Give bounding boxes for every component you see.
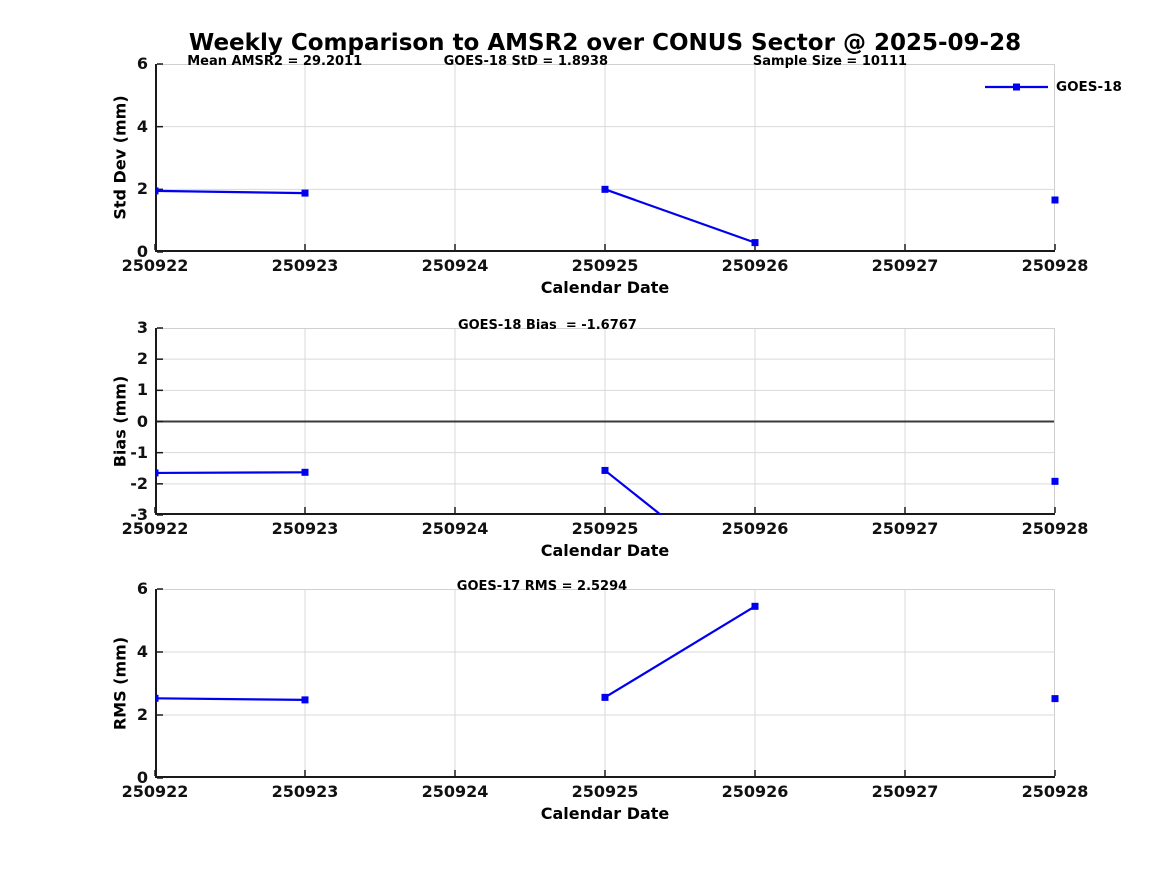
- x-axis-label: Calendar Date: [540, 278, 670, 297]
- annotation: Mean AMSR2 = 29.2011: [187, 54, 363, 69]
- data-line: [155, 697, 306, 701]
- y-tick-label: 3: [136, 318, 148, 337]
- data-point-marker: [301, 468, 309, 476]
- data-point-marker: [601, 185, 609, 193]
- plot-canvas-rms: [154, 588, 1059, 779]
- chart-title: Weekly Comparison to AMSR2 over CONUS Se…: [188, 30, 1022, 56]
- x-tick-label: 250928: [1021, 782, 1089, 801]
- data-point-marker: [155, 694, 159, 702]
- x-tick-label: 250928: [1021, 519, 1089, 538]
- data-point-marker: [751, 602, 759, 610]
- y-axis-label: RMS (mm): [110, 636, 130, 730]
- x-tick-label: 250923: [271, 519, 339, 538]
- data-line: [155, 471, 306, 475]
- legend: GOES-18: [985, 79, 1122, 95]
- plot-area: [154, 588, 1059, 779]
- y-tick-label: -2: [130, 473, 148, 493]
- data-line: [604, 188, 756, 244]
- annotation: Sample Size = 10111: [752, 54, 908, 69]
- x-tick-label: 250925: [571, 782, 639, 801]
- data-point-marker: [1051, 477, 1059, 485]
- data-point-marker: [601, 693, 609, 701]
- y-tick-label: 2: [136, 705, 148, 724]
- annotation: GOES-18 Bias = -1.6767: [457, 318, 637, 333]
- x-tick-label: 250923: [271, 782, 339, 801]
- x-tick-label: 250922: [121, 782, 189, 801]
- data-line: [604, 605, 756, 699]
- x-tick-label: 250926: [721, 256, 789, 275]
- y-tick-label: 4: [136, 642, 148, 661]
- data-point-marker: [155, 187, 159, 195]
- x-tick-label: 250927: [871, 519, 939, 538]
- data-point-marker: [301, 189, 309, 197]
- y-tick-label: 0: [136, 242, 148, 261]
- y-tick-label: 4: [136, 116, 148, 136]
- y-tick-label: 6: [136, 579, 148, 598]
- x-tick-label: 250922: [121, 519, 189, 538]
- x-tick-label: 250926: [721, 519, 789, 538]
- data-line: [155, 189, 306, 195]
- x-tick-label: 250924: [421, 256, 489, 275]
- y-tick-label: -3: [130, 505, 148, 524]
- x-axis-label: Calendar Date: [540, 804, 670, 823]
- data-point-marker: [752, 586, 759, 593]
- y-tick-label: 6: [136, 54, 148, 73]
- legend-label: GOES-18: [1056, 79, 1122, 95]
- annotation: GOES-18 StD = 1.8938: [443, 54, 609, 69]
- x-tick-label: 250924: [421, 519, 489, 538]
- x-tick-label: 250925: [571, 519, 639, 538]
- x-tick-label: 250927: [871, 782, 939, 801]
- plot-canvas-std-dev: [154, 63, 1059, 253]
- y-tick-label: 0: [136, 768, 148, 787]
- data-point-marker: [301, 696, 309, 704]
- y-axis-label: Bias (mm): [110, 375, 130, 467]
- y-tick-label: 1: [136, 380, 148, 400]
- x-tick-label: 250928: [1021, 256, 1089, 275]
- plot-canvas-bias: [154, 327, 1059, 516]
- plot-area: [154, 327, 1059, 516]
- annotation: GOES-17 RMS = 2.5294: [456, 579, 628, 594]
- data-point-marker: [751, 239, 759, 247]
- x-tick-label: 250923: [271, 256, 339, 275]
- data-point-marker: [1051, 695, 1059, 703]
- data-point-marker: [601, 466, 609, 474]
- data-point-marker: [1051, 196, 1059, 204]
- legend-line-sample-icon: [985, 83, 1048, 91]
- x-axis-label: Calendar Date: [540, 541, 670, 560]
- y-tick-label: 2: [136, 179, 148, 199]
- x-tick-label: 250924: [421, 782, 489, 801]
- data-line: [604, 469, 663, 515]
- y-tick-label: 0: [136, 411, 148, 431]
- x-tick-label: 250926: [721, 782, 789, 801]
- data-point-marker: [155, 469, 159, 477]
- plot-area: [154, 63, 1059, 253]
- y-tick-label: 2: [136, 349, 148, 369]
- y-tick-label: -1: [130, 442, 148, 462]
- x-tick-label: 250927: [871, 256, 939, 275]
- x-tick-label: 250925: [571, 256, 639, 275]
- x-tick-label: 250922: [121, 256, 189, 275]
